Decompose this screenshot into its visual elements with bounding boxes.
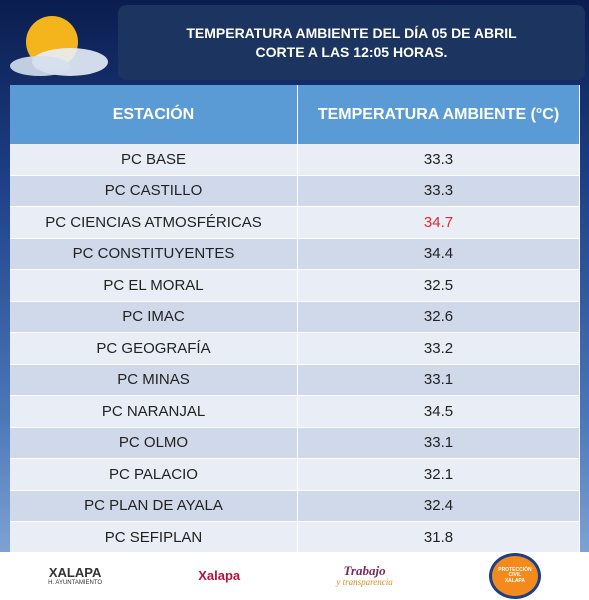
footer: XALAPA H. AYUNTAMIENTO Xalapa Trabajo y tr… — [0, 552, 589, 600]
logo-text: PROTECCIÓN CIVIL — [498, 566, 532, 579]
station-cell: PC PLAN DE AYALA — [10, 490, 298, 522]
table-row: PC CASTILLO 33.3 — [10, 175, 580, 207]
table-row: PC IMAC 32.6 — [10, 301, 580, 333]
temperature-cell: 33.1 — [297, 427, 580, 459]
logo-text: y transparencia — [336, 577, 393, 588]
station-cell: PC OLMO — [10, 427, 298, 459]
table-row: PC CONSTITUYENTES 34.4 — [10, 238, 580, 270]
temperature-cell: 33.1 — [297, 364, 580, 396]
temperature-cell: 34.4 — [297, 238, 580, 270]
logo-text: Xalapa — [198, 567, 241, 583]
table-row: PC CIENCIAS ATMOSFÉRICAS 34.7 — [10, 206, 580, 239]
table-row: PC SEFIPLAN 31.8 — [10, 521, 580, 554]
station-cell: PC BASE — [10, 144, 298, 176]
station-cell: PC IMAC — [10, 301, 298, 333]
temperature-cell: 32.5 — [297, 269, 580, 302]
column-header: ESTACIÓN — [10, 85, 298, 144]
station-cell: PC CIENCIAS ATMOSFÉRICAS — [10, 206, 298, 239]
table-row: PC EL MORAL 32.5 — [10, 269, 580, 302]
logo: XALAPA H. AYUNTAMIENTO — [48, 564, 103, 587]
logo-text: H. AYUNTAMIENTO — [48, 579, 103, 586]
table-row: PC GEOGRAFÍA 33.2 — [10, 332, 580, 365]
logo-text: XALAPA — [48, 564, 102, 580]
station-cell: PC CONSTITUYENTES — [10, 238, 298, 270]
station-cell: PC CASTILLO — [10, 175, 298, 207]
title-line: TEMPERATURA AMBIENTE DEL DÍA 05 DE ABRIL — [186, 25, 517, 41]
station-cell: PC EL MORAL — [10, 269, 298, 302]
logo-text: Trabajo — [343, 562, 386, 578]
temperature-cell: 32.6 — [297, 301, 580, 333]
station-cell: PC GEOGRAFÍA — [10, 332, 298, 365]
temperature-cell: 33.3 — [297, 144, 580, 176]
temperature-cell: 32.1 — [297, 458, 580, 491]
logo: PROTECCIÓN CIVIL XALAPA — [488, 553, 541, 599]
logo: Trabajo y transparencia — [336, 562, 393, 588]
table-row: PC PLAN DE AYALA 32.4 — [10, 490, 580, 522]
station-cell: PC NARANJAL — [10, 395, 298, 428]
column-header: TEMPERATURA AMBIENTE (°C) — [297, 85, 580, 144]
temperature-cell: 33.2 — [297, 332, 580, 365]
temperature-table: ESTACIÓN TEMPERATURA AMBIENTE (°C) PC BA… — [10, 85, 580, 554]
title-line: CORTE A LAS 12:05 HORAS. — [255, 44, 448, 60]
temperature-cell: 33.3 — [297, 175, 580, 207]
title-box: TEMPERATURA AMBIENTE DEL DÍA 05 DE ABRIL… — [118, 5, 585, 80]
station-cell: PC SEFIPLAN — [10, 521, 298, 554]
sun-icon — [10, 16, 108, 76]
table-row: PC NARANJAL 34.5 — [10, 395, 580, 428]
table-row: PC PALACIO 32.1 — [10, 458, 580, 491]
table-row: PC MINAS 33.1 — [10, 364, 580, 396]
station-cell: PC MINAS — [10, 364, 298, 396]
logo-text: XALAPA — [504, 577, 525, 584]
temperature-cell: 31.8 — [297, 521, 580, 554]
station-cell: PC PALACIO — [10, 458, 298, 491]
table-row: PC BASE 33.3 — [10, 144, 580, 176]
temperature-cell: 32.4 — [297, 490, 580, 522]
logo: Xalapa — [198, 567, 241, 583]
temperature-cell: 34.5 — [297, 395, 580, 428]
temperature-cell: 34.7 — [297, 206, 580, 239]
table-row: PC OLMO 33.1 — [10, 427, 580, 459]
